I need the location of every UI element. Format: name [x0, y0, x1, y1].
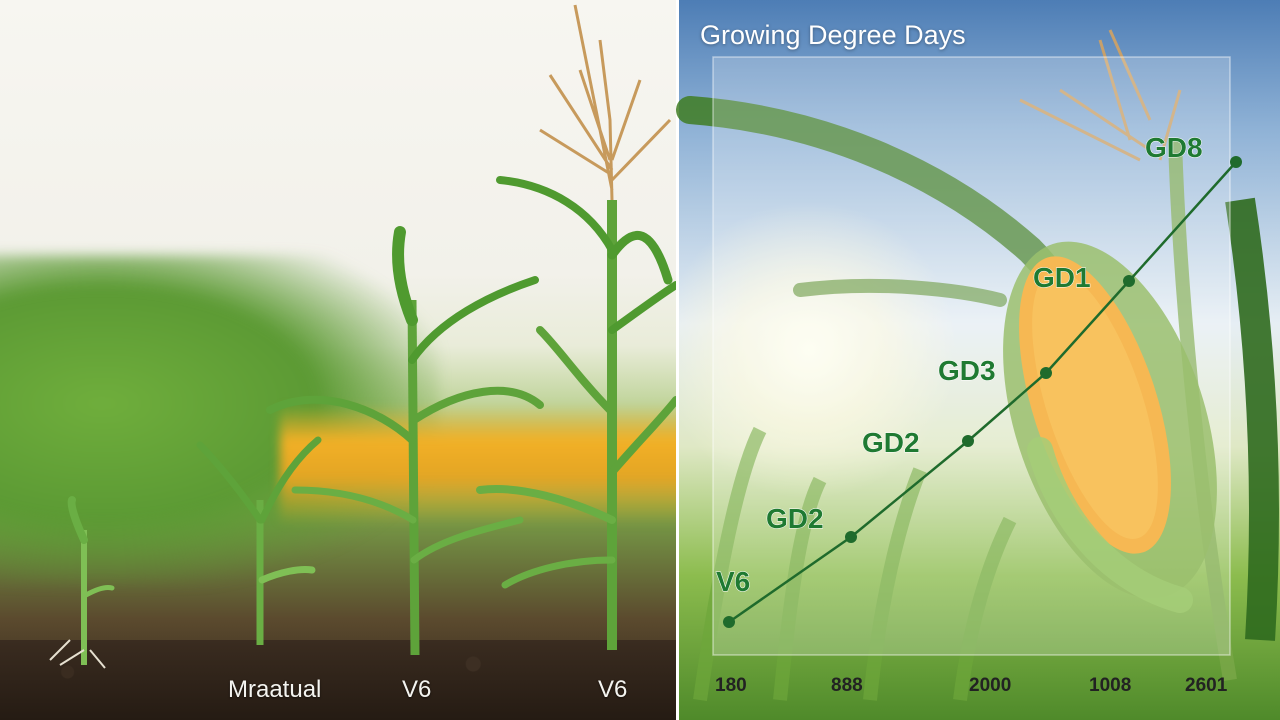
seedling-plant: [49, 496, 115, 669]
gdd-series: [723, 156, 1242, 628]
x-tick-label: 180: [715, 675, 747, 696]
sun-glow: [679, 200, 959, 500]
growth-stages-panel: Mraatual V6 V6: [0, 0, 676, 720]
stage-label-2: V6: [402, 676, 432, 703]
stage-label-1: Mraatual: [228, 676, 322, 703]
data-label: GD3: [938, 355, 996, 386]
data-label: V6: [716, 566, 750, 597]
young-plant: [196, 436, 322, 645]
data-point: [1230, 156, 1242, 168]
mature-plant: [476, 4, 676, 650]
soil: [0, 640, 676, 720]
data-point: [1040, 367, 1052, 379]
corn-plants-illustration: [49, 4, 676, 669]
x-tick-label: 2601: [1185, 675, 1228, 696]
corn-illustration: [676, 29, 1279, 701]
gdd-line: [728, 161, 1237, 624]
chart-title: Growing Degree Days: [700, 20, 966, 50]
x-tick-label: 2000: [969, 675, 1011, 696]
data-point: [962, 435, 974, 447]
data-label: GD2: [766, 503, 824, 534]
panel-divider: [676, 0, 679, 720]
medium-plant: [266, 226, 544, 656]
plot-area: [712, 56, 1231, 656]
x-tick-label: 888: [831, 675, 863, 696]
data-point: [1123, 275, 1135, 287]
x-axis-ticks: 180 888 2000 1008 2601: [715, 675, 1228, 696]
data-point: [845, 531, 857, 543]
data-label: GD2: [862, 427, 920, 458]
point-labels: V6 GD2 GD2 GD3 GD1 GD8: [716, 132, 1204, 598]
x-tick-label: 1008: [1089, 675, 1131, 696]
data-label: GD8: [1145, 132, 1203, 163]
data-label: GD1: [1033, 262, 1091, 293]
stage-label-3: V6: [598, 676, 628, 703]
data-point: [723, 616, 735, 628]
